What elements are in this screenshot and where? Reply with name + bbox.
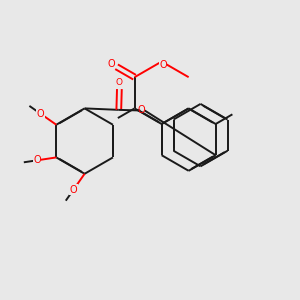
Text: O: O <box>107 58 115 68</box>
Text: O: O <box>33 155 41 165</box>
Text: O: O <box>37 109 44 119</box>
Text: O: O <box>137 105 145 115</box>
Text: O: O <box>116 78 123 87</box>
Text: O: O <box>159 59 167 70</box>
Text: O: O <box>70 184 77 195</box>
